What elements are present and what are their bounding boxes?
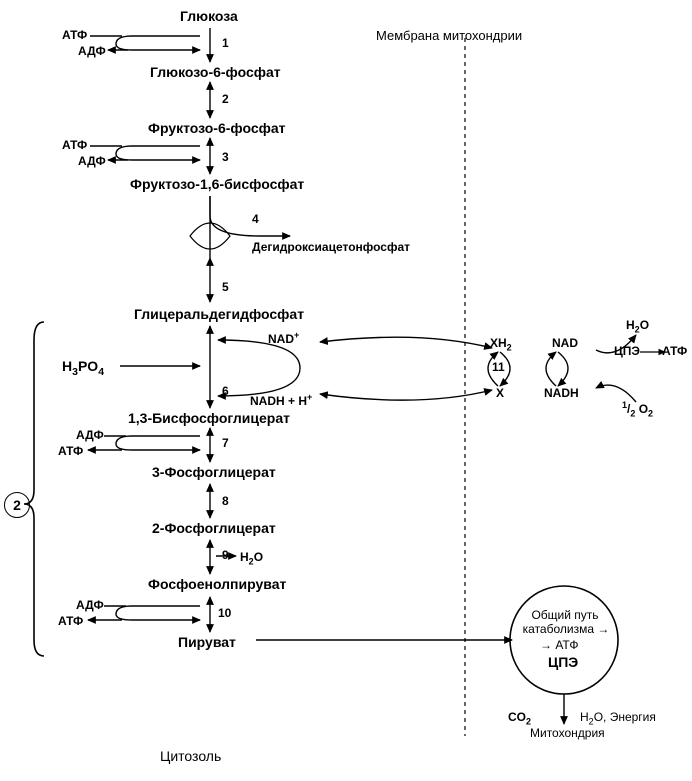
label-adp1: АДФ (78, 44, 106, 58)
step-3: 3 (222, 150, 229, 164)
step-6: 6 (222, 384, 229, 398)
label-atp7: АТФ (58, 444, 83, 458)
label-pyruvate: Пируват (178, 634, 236, 650)
label-f6p: Фруктозо-6-фосфат (148, 120, 286, 136)
phase-2-marker: 2 (4, 492, 30, 518)
step-8: 8 (222, 494, 229, 508)
label-step11: 11 (492, 360, 505, 374)
label-h3po4: H3PO4 (62, 358, 104, 378)
label-atp-r: АТФ (662, 344, 687, 358)
label-nadh: NADH (544, 386, 579, 400)
label-dhap: Дегидроксиацетонфосфат (252, 240, 410, 254)
common-path-4: ЦПЭ (548, 654, 578, 670)
label-atp1: АТФ (62, 28, 87, 42)
label-g6p: Глюкозо-6-фосфат (150, 64, 281, 80)
label-x: X (496, 386, 504, 400)
label-h2o-top: H2O (626, 318, 649, 334)
glycolysis-diagram: Глюкоза Глюкозо-6-фосфат Фруктозо-6-фосф… (0, 0, 692, 781)
label-pg3: 3-Фосфоглицерат (152, 464, 276, 480)
label-h2o-9: H2O (240, 550, 263, 566)
label-nad: NAD (552, 336, 578, 350)
label-atp3: АТФ (62, 138, 87, 152)
label-adp3: АДФ (78, 154, 106, 168)
label-co2: CO2 (508, 710, 531, 726)
label-gap: Глицеральдегидфосфат (134, 306, 304, 322)
label-xh2: XH2 (490, 336, 512, 352)
label-mito: Митохондрия (530, 726, 605, 740)
label-bpg: 1,3-Бисфосфоглицерат (128, 410, 290, 426)
label-cpe: ЦПЭ (614, 344, 640, 358)
label-nadp: NAD+ (268, 330, 299, 346)
common-path-3: → АТФ (540, 638, 578, 652)
common-path-1: Общий путь (525, 608, 605, 622)
step-5: 5 (222, 280, 229, 294)
label-nadhh: NADH + H+ (250, 392, 312, 408)
label-pg2: 2-Фосфоглицерат (152, 520, 276, 536)
label-h2o-energy: H2O, Энергия (580, 710, 656, 726)
step-9: 9 (222, 548, 229, 562)
label-adp10: АДФ (76, 598, 104, 612)
label-halfo2: 1/2 O2 (622, 400, 653, 418)
diagram-svg (0, 0, 692, 781)
common-path-2: катаболизма → (518, 622, 614, 636)
step-7: 7 (222, 436, 229, 450)
label-atp10: АТФ (58, 614, 83, 628)
label-membrane: Мембрана митохондрии (376, 28, 522, 43)
step-1: 1 (222, 36, 229, 50)
step-10: 10 (218, 606, 231, 620)
step-2: 2 (222, 92, 229, 106)
label-pep: Фосфоенолпируват (148, 576, 286, 592)
label-glucose: Глюкоза (180, 8, 238, 24)
label-fbp: Фруктозо-1,6-бисфосфат (130, 176, 304, 192)
label-adp7: АДФ (76, 428, 104, 442)
label-cytosol: Цитозоль (160, 748, 221, 764)
step-4: 4 (252, 212, 259, 226)
